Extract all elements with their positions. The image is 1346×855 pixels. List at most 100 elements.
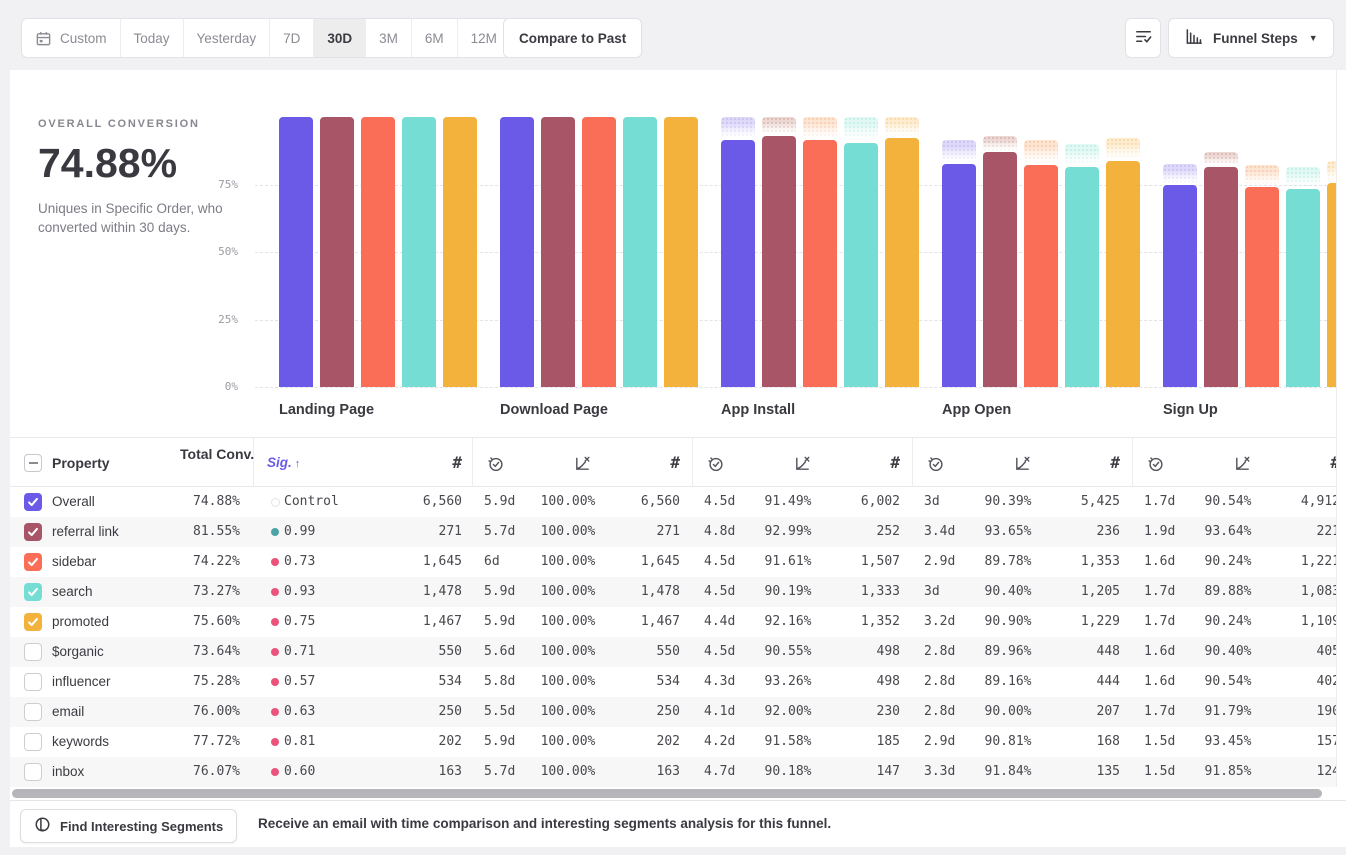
date-range-segmented-control: Custom Today Yesterday 7D 30D 3M 6M 12M xyxy=(21,18,511,58)
bar-search[interactable] xyxy=(1286,189,1320,387)
bar-slot xyxy=(721,117,755,387)
count-column-header[interactable]: # xyxy=(1248,438,1337,488)
bar-Overall[interactable] xyxy=(721,140,755,387)
find-interesting-segments-button[interactable]: Find Interesting Segments xyxy=(20,809,238,843)
total-conv-column-header[interactable]: Total Conv. xyxy=(180,446,255,462)
date-range-7d[interactable]: 7D xyxy=(270,19,315,57)
bar-slot xyxy=(885,117,919,387)
time-to-convert-column-header[interactable] xyxy=(706,454,725,478)
date-range-today[interactable]: Today xyxy=(121,19,184,57)
bar-promoted[interactable] xyxy=(885,138,919,387)
bar-promoted[interactable] xyxy=(1106,161,1140,387)
step-count: 271 xyxy=(656,524,680,539)
filter-list-button[interactable] xyxy=(1125,18,1161,58)
bar-referral-link[interactable] xyxy=(320,117,354,387)
row-checkbox[interactable] xyxy=(24,673,42,691)
bar-search[interactable] xyxy=(402,117,436,387)
row-checkbox[interactable] xyxy=(24,493,42,511)
bar-Overall[interactable] xyxy=(1163,185,1197,387)
sig-column-header[interactable]: Sig. ↑ xyxy=(267,438,300,489)
gridline-0 xyxy=(255,387,1337,388)
time-to-convert-column-header[interactable] xyxy=(486,454,505,478)
time-to-convert-column-header[interactable] xyxy=(926,454,945,478)
table-row--organic[interactable]: $organic 73.64% 0.71 550 5.6d 100.00% 550 4.5d 9… xyxy=(10,637,1337,667)
bar-Overall[interactable] xyxy=(500,117,534,387)
date-range-12m[interactable]: 12M xyxy=(458,19,510,57)
compare-to-past-button[interactable]: Compare to Past xyxy=(503,18,643,58)
date-range-3m[interactable]: 3M xyxy=(366,19,412,57)
date-range-yesterday[interactable]: Yesterday xyxy=(184,19,271,57)
conversion-rate: 90.40% xyxy=(984,584,1032,599)
row-checkbox[interactable] xyxy=(24,583,42,601)
date-range-30d[interactable]: 30D xyxy=(314,19,367,57)
conversion-rate: 89.16% xyxy=(984,674,1032,689)
time-to-convert: 1.6d xyxy=(1144,554,1176,569)
bar-promoted[interactable] xyxy=(664,117,698,387)
date-range-custom[interactable]: Custom xyxy=(22,19,121,57)
table-row-keywords[interactable]: keywords 77.72% 0.81 202 5.9d 100.00% 202 4.2d 9… xyxy=(10,727,1337,757)
time-to-convert: 1.6d xyxy=(1144,644,1176,659)
significance-dot xyxy=(271,648,279,656)
bar-referral-link[interactable] xyxy=(541,117,575,387)
view-selector-button[interactable]: Funnel Steps ▼ xyxy=(1168,18,1334,58)
count-column-header[interactable]: # xyxy=(890,453,900,472)
gridline-50 xyxy=(255,252,1337,253)
total-conversion-value: 74.22% xyxy=(193,554,240,569)
bar-referral-link[interactable] xyxy=(762,136,796,387)
row-checkbox[interactable] xyxy=(24,553,42,571)
bar-Overall[interactable] xyxy=(279,117,313,387)
table-row-inbox[interactable]: inbox 76.07% 0.60 163 5.7d 100.00% 163 4.7d 90.1… xyxy=(10,757,1337,787)
conversion-rate-column-header[interactable] xyxy=(793,454,812,478)
count-column-header[interactable]: # xyxy=(452,453,462,472)
conversion-rate-column-header[interactable] xyxy=(1233,454,1252,478)
table-row-referral-link[interactable]: referral link 81.55% 0.99 271 5.7d 100.00% 271… xyxy=(10,517,1337,547)
select-all-checkbox[interactable] xyxy=(24,454,42,472)
table-row-search[interactable]: search 73.27% 0.93 1,478 5.9d 100.00% 1,478 4.5… xyxy=(10,577,1337,607)
bar-slot xyxy=(541,117,575,387)
count-column-header[interactable]: # xyxy=(670,453,680,472)
conversion-rate-column-header[interactable] xyxy=(573,454,592,478)
bar-sidebar[interactable] xyxy=(361,117,395,387)
count-column-header[interactable]: # xyxy=(1110,453,1120,472)
time-to-convert-column-header[interactable] xyxy=(1146,454,1165,478)
row-checkbox[interactable] xyxy=(24,733,42,751)
row-checkbox[interactable] xyxy=(24,643,42,661)
step-count: 405 xyxy=(1316,644,1337,659)
bar-search[interactable] xyxy=(623,117,657,387)
table-row-promoted[interactable]: promoted 75.60% 0.75 1,467 5.9d 100.00% 1,467 4… xyxy=(10,607,1337,637)
bar-sidebar[interactable] xyxy=(1245,187,1279,387)
time-to-convert: 1.6d xyxy=(1144,674,1176,689)
row-checkbox[interactable] xyxy=(24,703,42,721)
time-to-convert: 2.8d xyxy=(924,674,956,689)
step-count: 6,560 xyxy=(422,494,462,509)
property-column-header[interactable]: Property xyxy=(52,455,110,471)
table-row-email[interactable]: email 76.00% 0.63 250 5.5d 100.00% 250 4.1d 92.0… xyxy=(10,697,1337,727)
date-range-6m[interactable]: 6M xyxy=(412,19,458,57)
y-axis-tick: 0% xyxy=(224,380,238,393)
bar-sidebar[interactable] xyxy=(1024,165,1058,387)
row-checkbox[interactable] xyxy=(24,523,42,541)
dropoff-cap xyxy=(1024,140,1058,165)
row-checkbox[interactable] xyxy=(24,763,42,781)
table-row-Overall[interactable]: Overall 74.88% Control 6,560 5.9d 100.00% 6,56… xyxy=(10,487,1337,517)
step-count: 168 xyxy=(1096,734,1120,749)
dropoff-cap xyxy=(983,136,1017,152)
row-checkbox[interactable] xyxy=(24,613,42,631)
bar-promoted[interactable] xyxy=(1327,183,1337,387)
horizontal-scrollbar-thumb[interactable] xyxy=(12,789,1322,798)
conversion-rate-column-header[interactable] xyxy=(1013,454,1032,478)
bar-sidebar[interactable] xyxy=(582,117,616,387)
bar-search[interactable] xyxy=(1065,167,1099,387)
bar-promoted[interactable] xyxy=(443,117,477,387)
time-to-convert: 4.2d xyxy=(704,734,736,749)
table-row-influencer[interactable]: influencer 75.28% 0.57 534 5.8d 100.00% 534 4.3… xyxy=(10,667,1337,697)
bar-sidebar[interactable] xyxy=(803,140,837,387)
table-row-sidebar[interactable]: sidebar 74.22% 0.73 1,645 6d 100.00% 1,645 4.5d… xyxy=(10,547,1337,577)
time-to-convert: 5.9d xyxy=(484,494,516,509)
bar-Overall[interactable] xyxy=(942,164,976,387)
dropoff-cap xyxy=(762,117,796,136)
bar-search[interactable] xyxy=(844,143,878,387)
bar-referral-link[interactable] xyxy=(983,152,1017,387)
check-icon xyxy=(28,557,38,567)
bar-referral-link[interactable] xyxy=(1204,167,1238,387)
